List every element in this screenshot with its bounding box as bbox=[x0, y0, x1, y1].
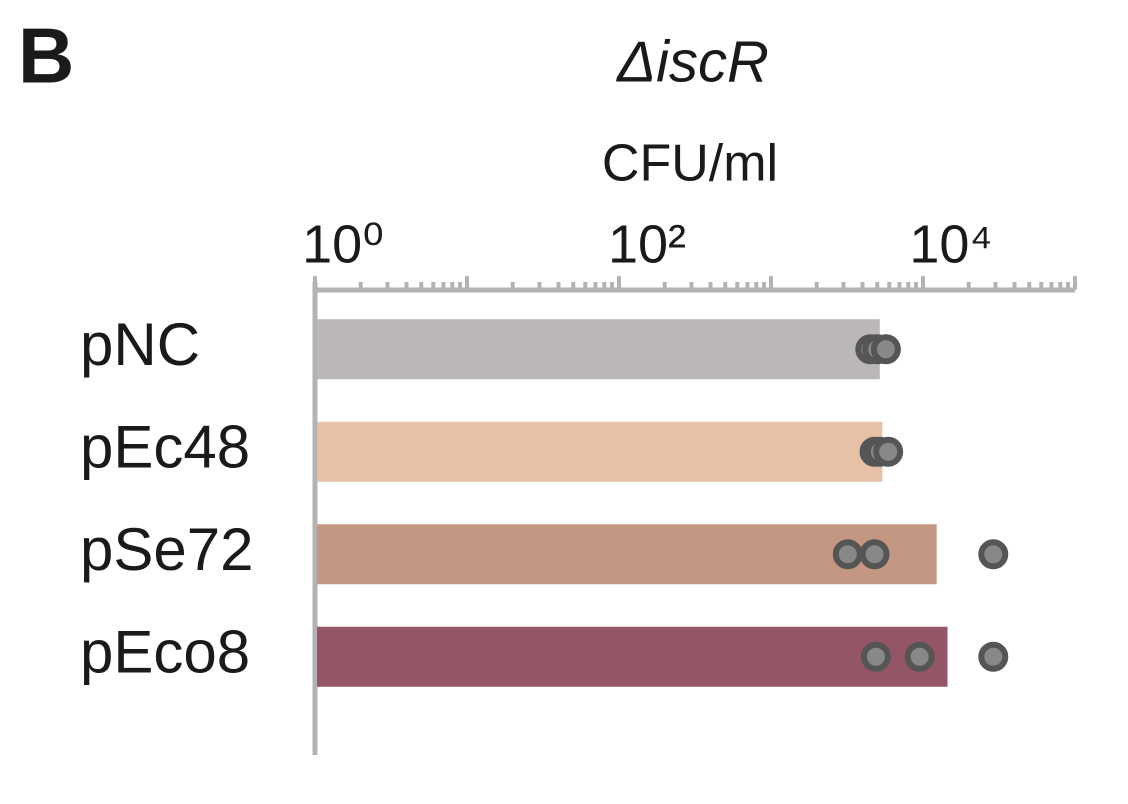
panel-label: B bbox=[18, 12, 74, 100]
x-tick-label: 10⁴ bbox=[909, 214, 992, 274]
x-axis-label: CFU/ml bbox=[602, 135, 778, 193]
data-point bbox=[859, 539, 890, 570]
y-tick-label: pNC bbox=[80, 311, 200, 378]
bar bbox=[317, 421, 883, 482]
y-tick-label: pEc48 bbox=[80, 414, 250, 481]
bar bbox=[317, 626, 948, 687]
data-point bbox=[873, 436, 904, 467]
chart-title: ΔiscR bbox=[615, 29, 769, 94]
data-point bbox=[978, 539, 1009, 570]
x-tick-label: 10² bbox=[608, 214, 686, 274]
data-point bbox=[904, 641, 935, 672]
data-point bbox=[978, 641, 1009, 672]
data-point bbox=[832, 539, 863, 570]
x-tick-label: 10⁰ bbox=[302, 214, 384, 274]
y-tick-label: pEco8 bbox=[80, 619, 250, 686]
data-point bbox=[860, 641, 891, 672]
data-point bbox=[870, 334, 901, 365]
bar bbox=[317, 319, 880, 380]
y-tick-label: pSe72 bbox=[80, 516, 254, 583]
